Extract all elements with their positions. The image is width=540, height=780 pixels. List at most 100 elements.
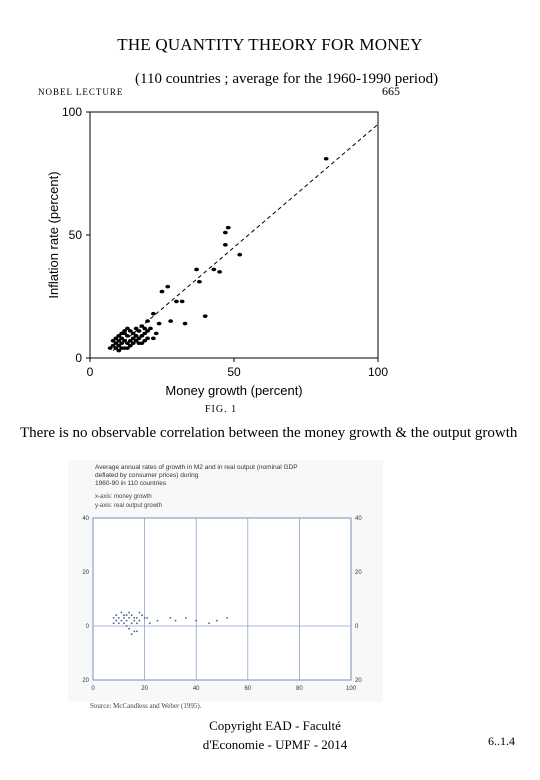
figure2-y-tick-label-left: 20 (82, 570, 89, 576)
figure1-data-point (113, 336, 119, 341)
figure1-data-point (145, 329, 150, 333)
figure2-data-point (148, 622, 151, 625)
figure2-plot-frame (92, 517, 352, 681)
figure1-data-point (225, 225, 231, 230)
figure1-data-point (119, 341, 125, 346)
figure1-reference-line (112, 123, 379, 352)
figure2-y-tick-label-left: 40 (82, 516, 89, 522)
figure1-x-axis-label: Money growth (percent) (165, 383, 302, 398)
figure1-data-point (119, 336, 125, 341)
figure1-data-point (142, 331, 148, 336)
figure1-data-point (222, 230, 228, 235)
figure1-data-point (145, 319, 150, 323)
figure1-data-point (125, 326, 130, 331)
figure2-data-point (117, 622, 120, 625)
figure2-data-point (125, 619, 128, 622)
figure1-data-point (222, 243, 228, 247)
figure2-title: Average annual rates of growth in M2 and… (95, 464, 298, 487)
figure2-data-point (156, 619, 159, 622)
figure2-y-tick-label-right: 40 (355, 516, 362, 522)
figure1-header: NOBEL LECTURE (38, 87, 124, 97)
figure1-data-point (133, 334, 139, 338)
figure1-data-point (323, 156, 329, 161)
figure1-data-point (150, 311, 156, 316)
figure1-data-point (197, 279, 202, 284)
figure1-data-point (116, 343, 122, 348)
figure1-data-point (194, 267, 199, 272)
figure1-data-point (127, 329, 133, 333)
figure1-caption: FIG. 1 (205, 404, 238, 415)
figure2-data-point (146, 617, 149, 619)
figure1-data-point (130, 331, 136, 336)
statement-text: There is no observable correlation betwe… (20, 425, 518, 441)
figure1-data-point (153, 331, 159, 336)
figure1-data-point (110, 343, 116, 348)
figure2-x-tick-label: 0 (91, 686, 95, 692)
figure2-y-tick-label-left: 0 (86, 624, 90, 630)
figure1-data-point (116, 348, 122, 353)
figure2-data-point (128, 627, 131, 630)
figure2-legend-x: x-axis: money growth (95, 494, 152, 500)
figure1-data-point (119, 331, 125, 336)
figure1-data-point (130, 336, 136, 341)
figure1-data-point (133, 338, 139, 343)
figure2-data-point (130, 633, 133, 635)
figure1-data-point (125, 346, 130, 350)
figure2-data-point (130, 614, 133, 617)
figure1-y-axis-label: Inflation rate (percent) (46, 171, 61, 298)
figure1-data-point (133, 326, 139, 331)
figure1-data-point (165, 284, 171, 289)
figure2-data-point (125, 614, 128, 617)
figure2-data-point (128, 617, 131, 619)
figure2-x-tick-label: 60 (244, 686, 251, 692)
figure1-data-point (145, 336, 150, 341)
figure2-data-point (141, 614, 143, 617)
figure2-data-point (115, 614, 118, 617)
figure2-data-point (128, 611, 131, 614)
figure1-data-point (217, 270, 223, 274)
figure1-x-tick-label: 0 (87, 365, 94, 379)
figure2-data-point (135, 622, 138, 625)
figure2-data-point (123, 622, 125, 625)
figure2-data-point (120, 619, 123, 622)
figure1-data-point (159, 289, 165, 294)
figure2-y-tick-label-left: 20 (82, 678, 89, 684)
figure1-data-point (127, 343, 133, 348)
figure1-data-point (130, 341, 136, 346)
figure2-data-point (133, 617, 136, 619)
figure1-data-point (136, 336, 142, 341)
figure1-data-point (113, 341, 119, 346)
figure2-y-tick-label-right: 20 (355, 678, 362, 684)
figure1-data-point (142, 338, 148, 343)
figure2-data-point (138, 619, 141, 622)
figure1-data-point (107, 346, 113, 350)
page-title: THE QUANTITY THEORY FOR MONEY (117, 35, 423, 54)
figure2-x-tick-label: 100 (346, 686, 357, 692)
copyright-line-2: d'Economie - UPMF - 2014 (202, 737, 348, 752)
figure1-data-point (136, 329, 142, 333)
figure2-data-point (195, 619, 198, 622)
figure1-data-point (179, 299, 185, 304)
figure1-data-point (174, 299, 179, 304)
figure2-data-point (208, 622, 211, 625)
figure1-y-tick-label: 100 (62, 105, 82, 119)
figure2-scatter-chart: Average annual rates of growth in M2 and… (68, 460, 383, 702)
figure1-data-point (202, 314, 208, 318)
figure2-data-point (143, 617, 146, 619)
figure1-data-point (139, 341, 145, 346)
figure2-data-point (133, 630, 136, 633)
figure2-source: Source: McCandless and Weber (1995). (90, 702, 202, 710)
figure1-data-point (119, 346, 125, 350)
figure2-data-point (138, 611, 141, 614)
figure2-y-tick-label-right: 20 (355, 570, 362, 576)
figure2-data-point (115, 619, 118, 622)
figure2-data-point (112, 622, 115, 625)
figure2-data-point (226, 617, 229, 619)
figure2-data-point (123, 614, 125, 617)
slide-number: 6..1.4 (488, 734, 515, 748)
figure1-data-point (148, 326, 153, 331)
figure1-data-point (125, 334, 130, 338)
figure2-x-tick-label: 80 (296, 686, 303, 692)
figure1-data-point (113, 346, 119, 350)
figure2-data-point (120, 611, 123, 614)
